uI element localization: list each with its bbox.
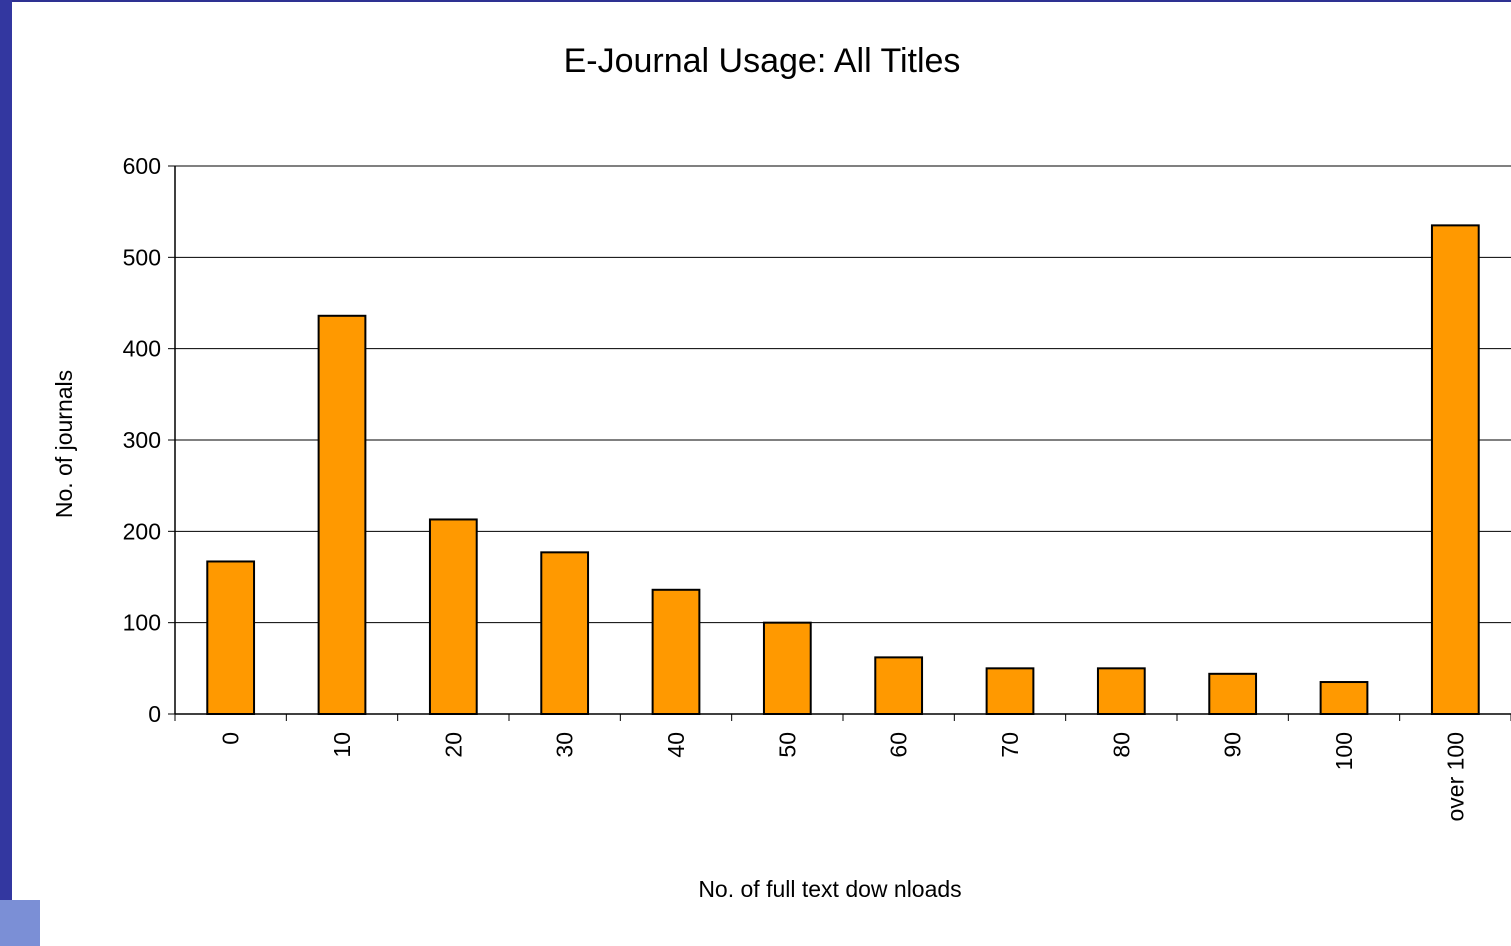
bar-100: [1319, 681, 1369, 715]
x-tick-label: 20: [440, 732, 466, 758]
y-tick-label: 500: [123, 244, 161, 270]
bar-0: [206, 560, 256, 715]
slide-left-bar: [0, 0, 12, 946]
x-tick-labels: 0 10 20 30 40 50 60 70 80 90 100 over 100: [218, 732, 1469, 822]
bar-30: [540, 551, 590, 716]
bar-60: [874, 656, 924, 716]
bar-chart: E-Journal Usage: All Titles 010020030040…: [51, 42, 1511, 902]
x-tick-label: 60: [886, 732, 912, 758]
y-tick-label: 300: [123, 427, 161, 453]
x-axis-label: No. of full text dow nloads: [698, 876, 961, 902]
y-tick-label: 600: [123, 153, 161, 179]
bar-70: [985, 667, 1035, 715]
bars: [206, 224, 1480, 716]
y-axis-label: No. of journals: [51, 370, 77, 518]
gridlines: [175, 165, 1511, 624]
x-tick-label: 70: [997, 732, 1023, 758]
bar-10: [317, 314, 367, 715]
bar-80: [1096, 667, 1146, 715]
bar-40: [651, 588, 701, 716]
bar-50: [762, 621, 812, 716]
x-tick-label: 40: [663, 732, 689, 758]
x-tick-label: 100: [1331, 732, 1357, 770]
x-tick-label: over 100: [1442, 732, 1468, 822]
x-tick-label: 30: [552, 732, 578, 758]
y-tick-label: 400: [123, 336, 161, 362]
slide-corner-square: [0, 900, 40, 946]
x-tick-label: 50: [774, 732, 800, 758]
x-tick-label: 10: [329, 732, 355, 758]
chart-area: E-Journal Usage: All Titles 0 100 200 300 40…: [12, 2, 1511, 946]
bar-over-100: [1430, 224, 1480, 715]
y-tick-label: 0: [148, 701, 161, 727]
x-tick-label: 0: [218, 732, 244, 745]
chart-title: E-Journal Usage: All Titles: [564, 42, 961, 80]
axes: [168, 165, 1511, 721]
bar-90: [1208, 672, 1258, 716]
x-tick-label: 90: [1220, 732, 1246, 758]
y-tick-label: 100: [123, 610, 161, 636]
bar-20: [428, 518, 478, 716]
x-tick-label: 80: [1108, 732, 1134, 758]
y-tick-label: 200: [123, 518, 161, 544]
y-tick-labels: 0 100 200 300 400 500 600: [123, 153, 161, 727]
